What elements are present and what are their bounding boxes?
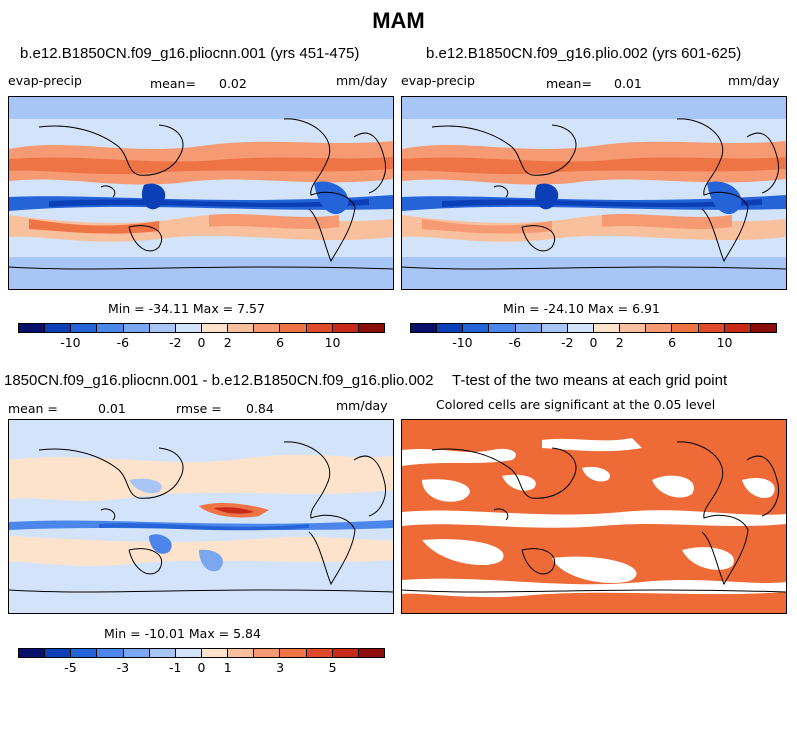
panel2-colorbar-tick-label: -10 (452, 335, 473, 350)
panel3-colorbar-cell (19, 649, 46, 657)
panel1-colorbar-cell (175, 324, 202, 332)
panel2-colorbar-cell (724, 324, 751, 332)
panel1-colorbar-tick-label: 10 (324, 335, 341, 350)
panel3-colorbar (18, 648, 385, 658)
panel1-map (8, 96, 394, 290)
panel2-colorbar-tick-label: 2 (615, 335, 624, 350)
panel3-colorbar-tick-label: 0 (197, 660, 206, 675)
panel3-colorbar-tick-label: 5 (328, 660, 337, 675)
panel1-colorbar-cell (45, 324, 72, 332)
panel3-colorbar-cell (228, 649, 255, 657)
panel3-title: 1850CN.f09_g16.pliocnn.001 - b.e12.B1850… (4, 372, 434, 389)
panel3-colorbar-cell (123, 649, 150, 657)
panel4-map (401, 419, 787, 614)
panel1-colorbar-cell (280, 324, 307, 332)
panel3-colorbar-cell (332, 649, 359, 657)
panel3-minmax: Min = -10.01 Max = 5.84 (104, 626, 261, 641)
panel1-colorbar-ticks: -10 -6 -2 0 2 6 10 (18, 335, 385, 350)
panel2-colorbar-tick-label: 0 (589, 335, 598, 350)
panel2-colorbar-cell (437, 324, 464, 332)
panel2-minmax: Min = -24.10 Max = 6.91 (503, 301, 660, 316)
panel3-colorbar-tick-label: -3 (116, 660, 130, 675)
panel2-colorbar-cell (567, 324, 594, 332)
panel2-colorbar (410, 323, 777, 333)
panel1-mean-value: 0.02 (219, 76, 247, 91)
panel3-colorbar-cell (280, 649, 307, 657)
panel2-colorbar-tick-label: -6 (508, 335, 522, 350)
panel2-colorbar-cell (541, 324, 568, 332)
panel3-colorbar-tick-label: -5 (64, 660, 77, 675)
panel3-rmse-value: 0.84 (246, 401, 274, 416)
panel3-colorbar-cell (254, 649, 281, 657)
panel1-minmax: Min = -34.11 Max = 7.57 (108, 301, 265, 316)
panel3-colorbar-cell (71, 649, 98, 657)
panel2-colorbar-cell (411, 324, 438, 332)
panel1-colorbar-cell (201, 324, 229, 332)
panel1-colorbar-cell (332, 324, 359, 332)
panel1-title: b.e12.B1850CN.f09_g16.pliocnn.001 (yrs 4… (20, 45, 360, 62)
panel3-colorbar-cell (45, 649, 72, 657)
panel1-colorbar-tick-label: 0 (197, 335, 206, 350)
panel1-colorbar-tick-label: 6 (276, 335, 285, 350)
panel1-colorbar-cell (71, 324, 98, 332)
panel2-title: b.e12.B1850CN.f09_g16.plio.002 (yrs 601-… (426, 45, 742, 62)
panel1-colorbar-cell (358, 324, 384, 332)
panel3-mean-value: 0.01 (98, 401, 126, 416)
panel1-colorbar-tick-label: 2 (223, 335, 232, 350)
panel3-colorbar-cell (175, 649, 202, 657)
panel1-variable: evap-precip (8, 73, 82, 88)
panel3-map (8, 419, 394, 614)
panel2-colorbar-tick-label: 6 (668, 335, 677, 350)
panel4-title: T-test of the two means at each grid poi… (452, 372, 728, 389)
panel2-variable: evap-precip (401, 73, 475, 88)
panel3-colorbar-cell (358, 649, 384, 657)
panel1-colorbar-tick-label: -6 (116, 335, 130, 350)
panel3-colorbar-cell (201, 649, 229, 657)
panel1-colorbar-cell (306, 324, 333, 332)
panel3-colorbar-tick-label: 3 (276, 660, 285, 675)
panel2-colorbar-cell (698, 324, 725, 332)
panel3-colorbar-cell (149, 649, 176, 657)
panel3-mean-label: mean = (8, 401, 58, 416)
panel1-colorbar-cell (149, 324, 176, 332)
panel1-colorbar (18, 323, 385, 333)
panel1-mean-label: mean= (150, 76, 196, 91)
panel2-colorbar-cell (593, 324, 621, 332)
panel2-colorbar-cell (750, 324, 776, 332)
panel2-colorbar-ticks: -10 -6 -2 0 2 6 10 (410, 335, 777, 350)
panel2-mean-value: 0.01 (614, 76, 642, 91)
panel2-colorbar-cell (646, 324, 673, 332)
panel2-colorbar-cell (489, 324, 516, 332)
panel2-mean-label: mean= (546, 76, 592, 91)
panel1-units: mm/day (336, 73, 388, 88)
panel1-colorbar-cell (228, 324, 255, 332)
panel2-colorbar-cell (672, 324, 699, 332)
panel3-units: mm/day (336, 398, 388, 413)
panel3-colorbar-cell (97, 649, 124, 657)
panel1-colorbar-cell (123, 324, 150, 332)
panel2-colorbar-cell (463, 324, 490, 332)
figure-title: MAM (372, 8, 425, 33)
panel4-subtitle: Colored cells are significant at the 0.0… (436, 397, 716, 412)
panel3-colorbar-cell (306, 649, 333, 657)
panel2-map (401, 96, 787, 290)
panel2-colorbar-cell (515, 324, 542, 332)
panel1-colorbar-cell (19, 324, 46, 332)
panel3-colorbar-tick-label: 1 (223, 660, 232, 675)
panel2-units: mm/day (728, 73, 780, 88)
panel1-colorbar-cell (97, 324, 124, 332)
panel2-colorbar-tick-label: 10 (716, 335, 733, 350)
panel1-colorbar-tick-label: -10 (60, 335, 81, 350)
panel1-colorbar-tick-label: -2 (169, 335, 182, 350)
panel1-colorbar-cell (254, 324, 281, 332)
panel3-colorbar-ticks: -5 -3 -1 0 1 3 5 (18, 660, 385, 675)
panel3-rmse-label: rmse = (176, 401, 222, 416)
panel2-colorbar-tick-label: -2 (561, 335, 574, 350)
panel3-colorbar-tick-label: -1 (169, 660, 182, 675)
panel2-colorbar-cell (620, 324, 647, 332)
